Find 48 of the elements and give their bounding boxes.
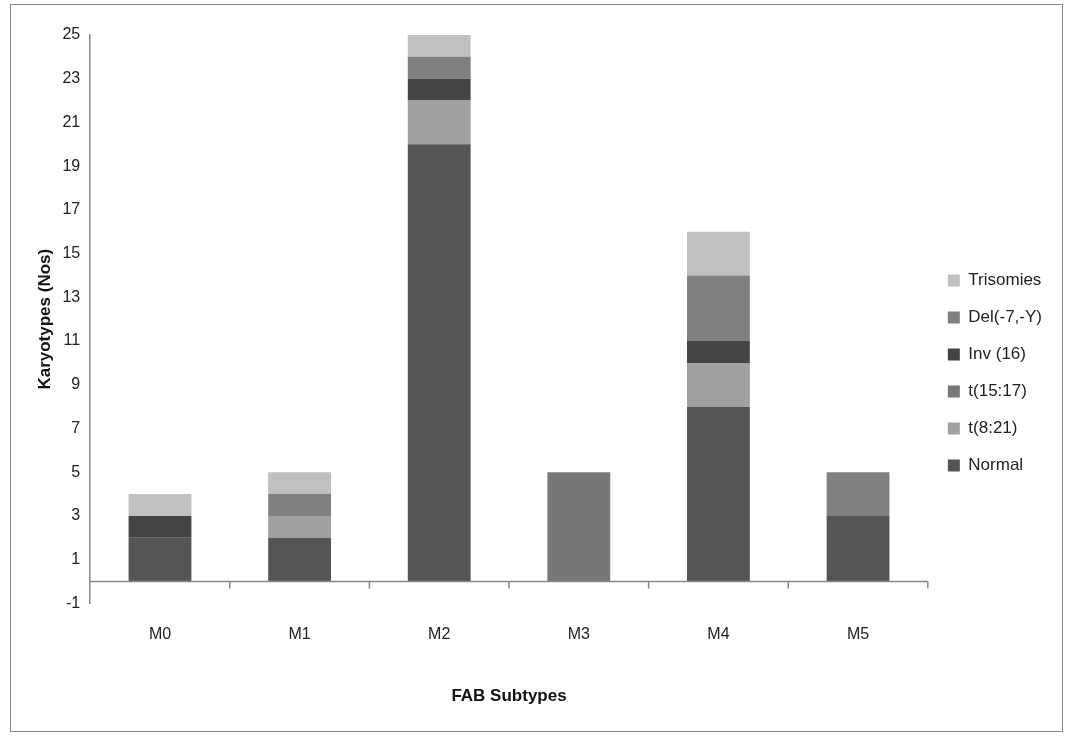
bar <box>826 472 890 516</box>
bar <box>128 494 192 516</box>
bar <box>687 341 750 363</box>
bar <box>268 494 332 516</box>
y-tick-label: 25 <box>62 25 81 43</box>
x-axis-title: FAB Subtypes <box>451 686 567 706</box>
bar <box>687 362 750 407</box>
bar <box>407 35 471 57</box>
bar <box>407 56 471 79</box>
legend-label: Trisomies <box>968 270 1042 290</box>
y-tick-label: 15 <box>62 244 81 262</box>
y-tick-label: 1 <box>71 550 81 568</box>
y-tick-label: 9 <box>71 375 81 393</box>
y-tick-label: 13 <box>62 287 81 305</box>
bar <box>268 472 332 495</box>
bar <box>268 537 332 582</box>
bar <box>407 144 471 582</box>
legend-label: t(8:21) <box>968 418 1018 438</box>
bar <box>687 231 750 276</box>
bar <box>547 472 611 582</box>
legend-label: t(15:17) <box>968 381 1027 401</box>
y-tick-label: 3 <box>71 506 81 524</box>
y-tick-label: 11 <box>63 331 81 349</box>
bar <box>826 515 890 582</box>
bar <box>268 515 332 538</box>
bar <box>687 275 750 342</box>
legend-label: Del(-7,-Y) <box>968 307 1042 327</box>
y-tick-label: 23 <box>62 69 81 87</box>
legend-label: Normal <box>968 455 1024 475</box>
y-tick-label: 7 <box>71 418 81 436</box>
bar <box>128 515 192 538</box>
bar <box>128 537 192 582</box>
y-tick-label: 21 <box>62 112 81 130</box>
y-tick-label: 17 <box>62 200 81 218</box>
bar <box>407 100 471 145</box>
legend-label: Inv (16) <box>968 344 1026 364</box>
bar <box>687 406 750 582</box>
x-tick-label: M4 <box>707 625 730 643</box>
x-tick-label: M0 <box>148 625 172 643</box>
x-tick-label: M2 <box>428 625 451 643</box>
bar <box>407 78 471 101</box>
y-tick-label: 5 <box>71 462 81 480</box>
x-tick-label: M3 <box>567 625 591 643</box>
y-axis-title: Karyotypes (Nos) <box>34 248 54 390</box>
y-tick-label: -1 <box>65 593 81 611</box>
y-tick-label: 19 <box>62 156 81 174</box>
x-tick-label: M1 <box>288 625 311 643</box>
x-tick-label: M5 <box>846 625 870 643</box>
